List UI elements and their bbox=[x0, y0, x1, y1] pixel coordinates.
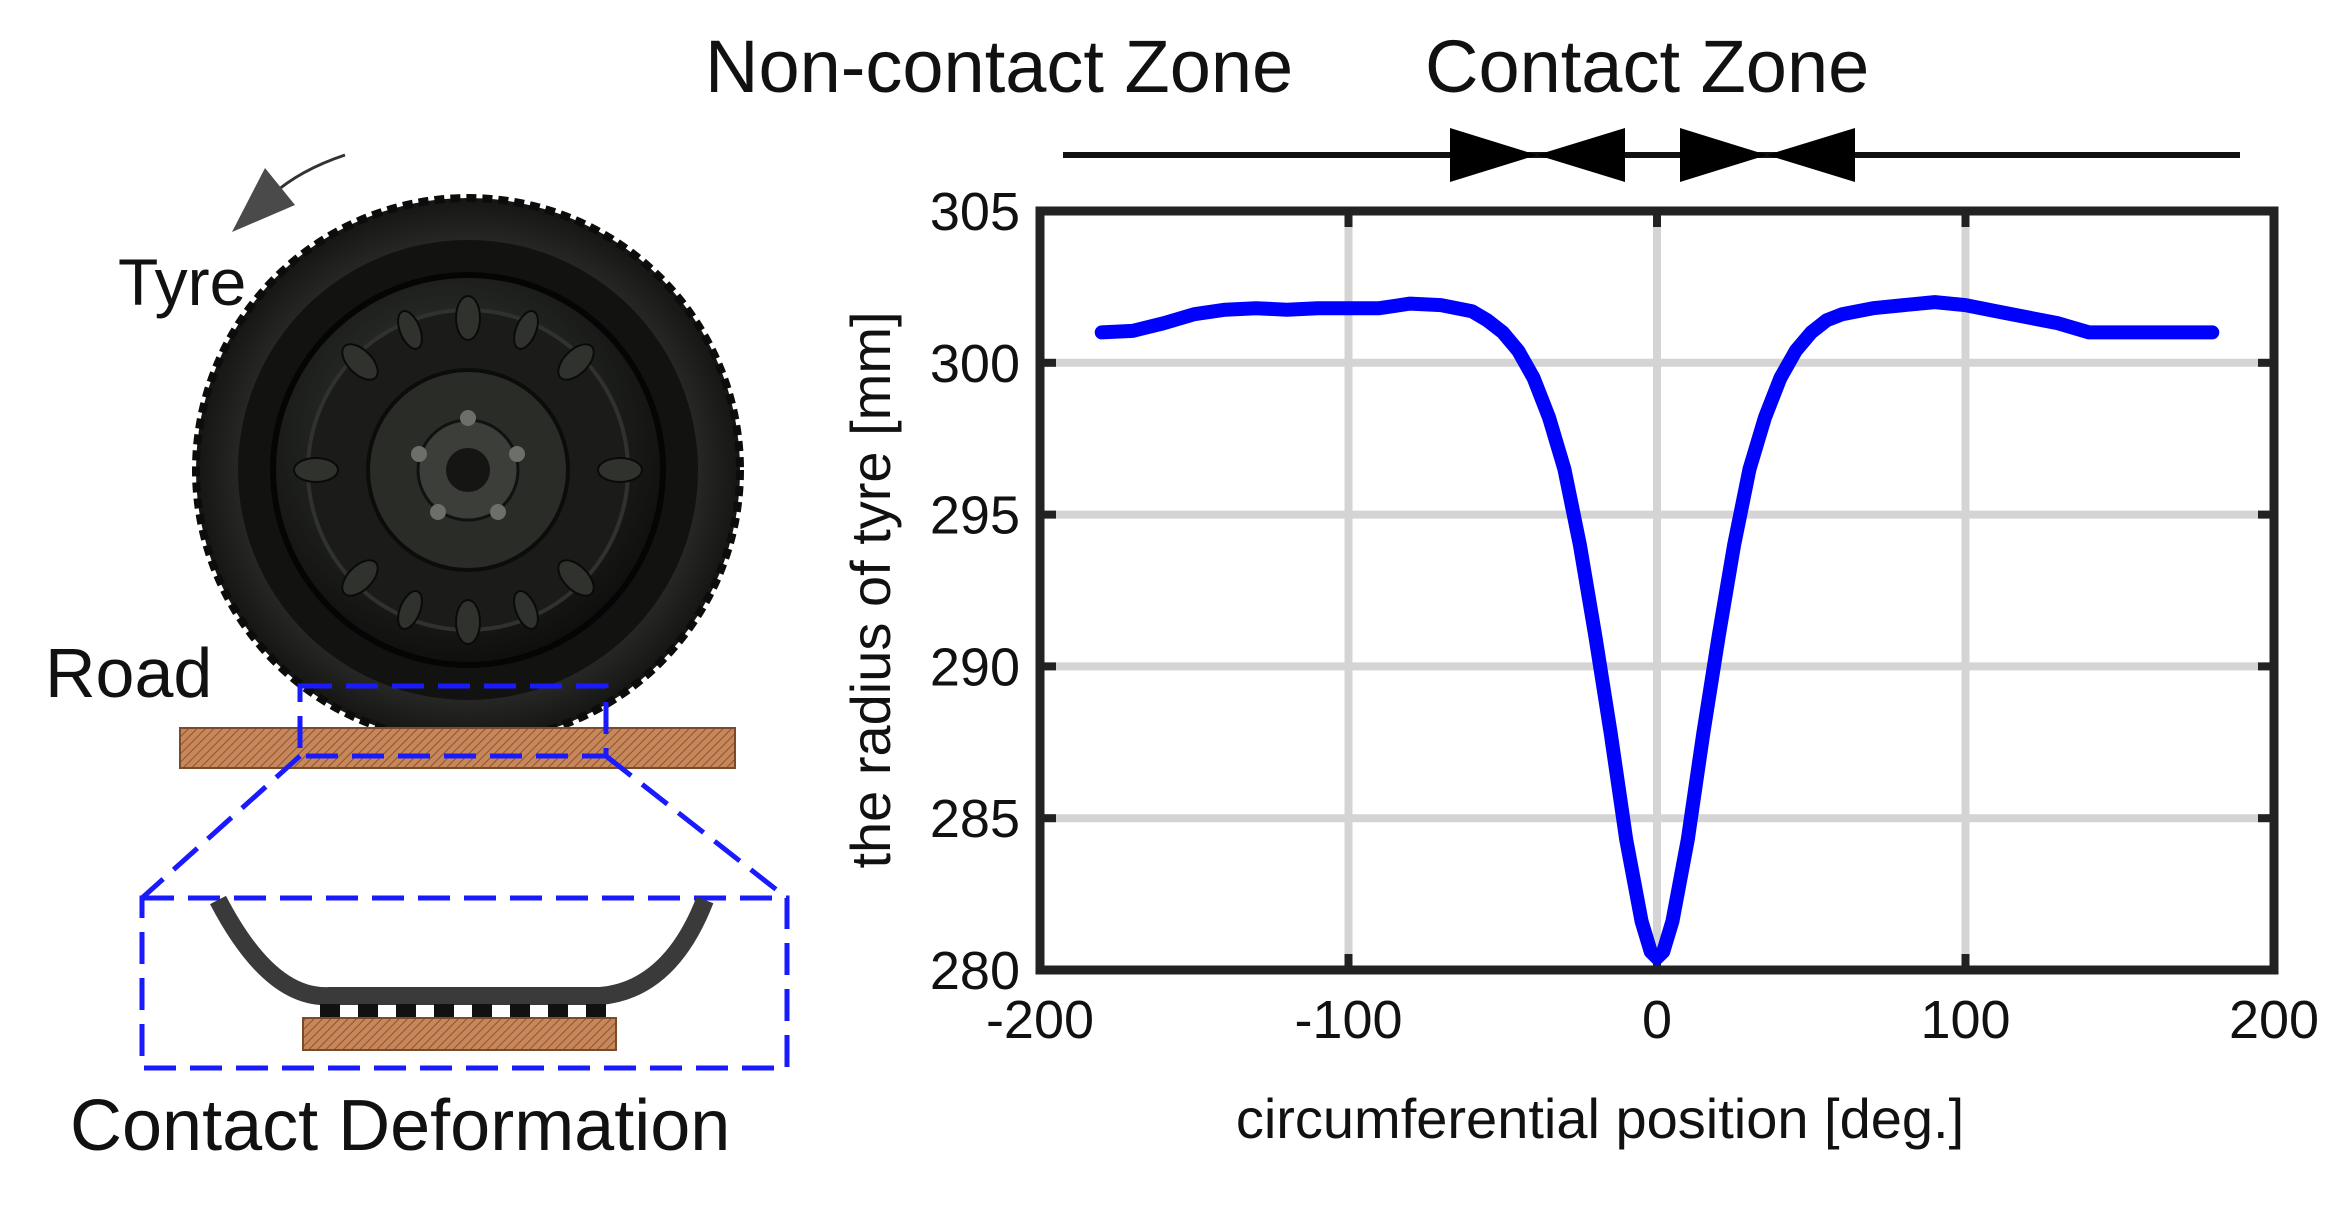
contact-patch-box bbox=[297, 683, 609, 759]
data-point bbox=[1837, 309, 1848, 320]
tyre-wheel-image bbox=[192, 194, 744, 746]
data-point bbox=[1096, 327, 1107, 338]
data-point bbox=[1960, 300, 1971, 311]
data-point bbox=[1645, 946, 1656, 957]
y-tick-label: 300 bbox=[930, 334, 1020, 394]
data-point bbox=[1605, 728, 1616, 739]
data-point bbox=[1590, 631, 1601, 642]
radius-chart: -200 -100 0 100 200 305 300 295 290 285 280 circu… bbox=[839, 182, 2319, 1150]
data-point bbox=[2053, 318, 2064, 329]
data-point bbox=[1482, 315, 1493, 326]
tyre-label: Tyre bbox=[118, 245, 246, 319]
data-point bbox=[1405, 298, 1416, 309]
data-point bbox=[1374, 303, 1385, 314]
y-tick-label: 285 bbox=[930, 789, 1020, 849]
data-point bbox=[1806, 327, 1817, 338]
data-point bbox=[1821, 315, 1832, 326]
tyre-illustration: Tyre Road Contact Deformat bbox=[45, 153, 790, 1166]
data-point bbox=[1436, 300, 1447, 311]
data-point bbox=[2114, 327, 2125, 338]
x-tick-label: 0 bbox=[1642, 990, 1672, 1050]
data-point bbox=[1528, 372, 1539, 383]
zoom-guide-right bbox=[604, 754, 789, 900]
data-point bbox=[1621, 834, 1632, 845]
data-point bbox=[1898, 300, 1909, 311]
curved-arrow-icon bbox=[232, 153, 346, 232]
zone-header: Non-contact Zone Contact Zone bbox=[705, 25, 2240, 182]
data-point bbox=[1343, 303, 1354, 314]
data-point bbox=[1991, 306, 2002, 317]
data-point bbox=[1281, 304, 1292, 315]
series-layer bbox=[1094, 295, 2220, 965]
x-tick-label: 100 bbox=[1920, 990, 2010, 1050]
contact-deformation-box bbox=[139, 895, 790, 1071]
data-point bbox=[2022, 312, 2033, 323]
x-tick-labels: -200 -100 0 100 200 bbox=[986, 990, 2319, 1050]
data-point bbox=[1189, 309, 1200, 320]
data-point bbox=[1775, 372, 1786, 383]
data-point bbox=[1466, 306, 1477, 317]
data-point bbox=[1744, 464, 1755, 475]
y-axis-label: the radius of tyre [mm] bbox=[839, 311, 902, 868]
data-point bbox=[2145, 327, 2156, 338]
data-point bbox=[2083, 327, 2094, 338]
zoom-guide-left bbox=[140, 754, 302, 900]
y-tick-label: 280 bbox=[930, 941, 1020, 1001]
data-point bbox=[1574, 539, 1585, 550]
data-point bbox=[1652, 952, 1662, 963]
grid-layer bbox=[1040, 211, 2274, 970]
x-axis-label: circumferential position [deg.] bbox=[1236, 1087, 1964, 1150]
data-point bbox=[1658, 946, 1669, 957]
contact-deformation-label: Contact Deformation bbox=[70, 1086, 730, 1166]
data-point bbox=[1250, 303, 1261, 314]
data-point bbox=[2176, 327, 2187, 338]
deformation-detail bbox=[210, 895, 714, 1051]
data-point bbox=[2207, 327, 2218, 338]
data-point bbox=[1790, 345, 1801, 356]
triangle-arrow-icon bbox=[1450, 128, 1855, 182]
x-tick-label: -100 bbox=[1294, 990, 1402, 1050]
data-point bbox=[1759, 412, 1770, 423]
data-point bbox=[1312, 303, 1323, 314]
non-contact-zone-label: Non-contact Zone bbox=[705, 25, 1293, 108]
y-tick-label: 295 bbox=[930, 486, 1020, 546]
x-tick-label: -200 bbox=[986, 990, 1094, 1050]
y-tick-labels: 305 300 295 290 285 280 bbox=[930, 182, 1020, 1001]
data-point bbox=[1497, 327, 1508, 338]
y-tick-label: 290 bbox=[930, 637, 1020, 697]
data-point bbox=[1559, 464, 1570, 475]
data-point bbox=[1729, 539, 1740, 550]
road-label: Road bbox=[45, 634, 212, 712]
axes-frame bbox=[1035, 206, 2279, 975]
data-point bbox=[1220, 304, 1231, 315]
data-point bbox=[1867, 303, 1878, 314]
data-point bbox=[1158, 318, 1169, 329]
data-point bbox=[1929, 297, 1940, 308]
data-point bbox=[1127, 325, 1138, 336]
data-point bbox=[1682, 834, 1693, 845]
y-tick-label: 305 bbox=[930, 182, 1020, 242]
contact-zone-label: Contact Zone bbox=[1425, 25, 1869, 108]
data-point bbox=[1713, 631, 1724, 642]
x-tick-label: 200 bbox=[2229, 990, 2319, 1050]
data-point bbox=[1698, 728, 1709, 739]
data-point bbox=[1667, 916, 1678, 927]
data-point bbox=[1636, 916, 1647, 927]
road-surface bbox=[179, 727, 736, 769]
data-point bbox=[1513, 345, 1524, 356]
data-point bbox=[1544, 412, 1555, 423]
